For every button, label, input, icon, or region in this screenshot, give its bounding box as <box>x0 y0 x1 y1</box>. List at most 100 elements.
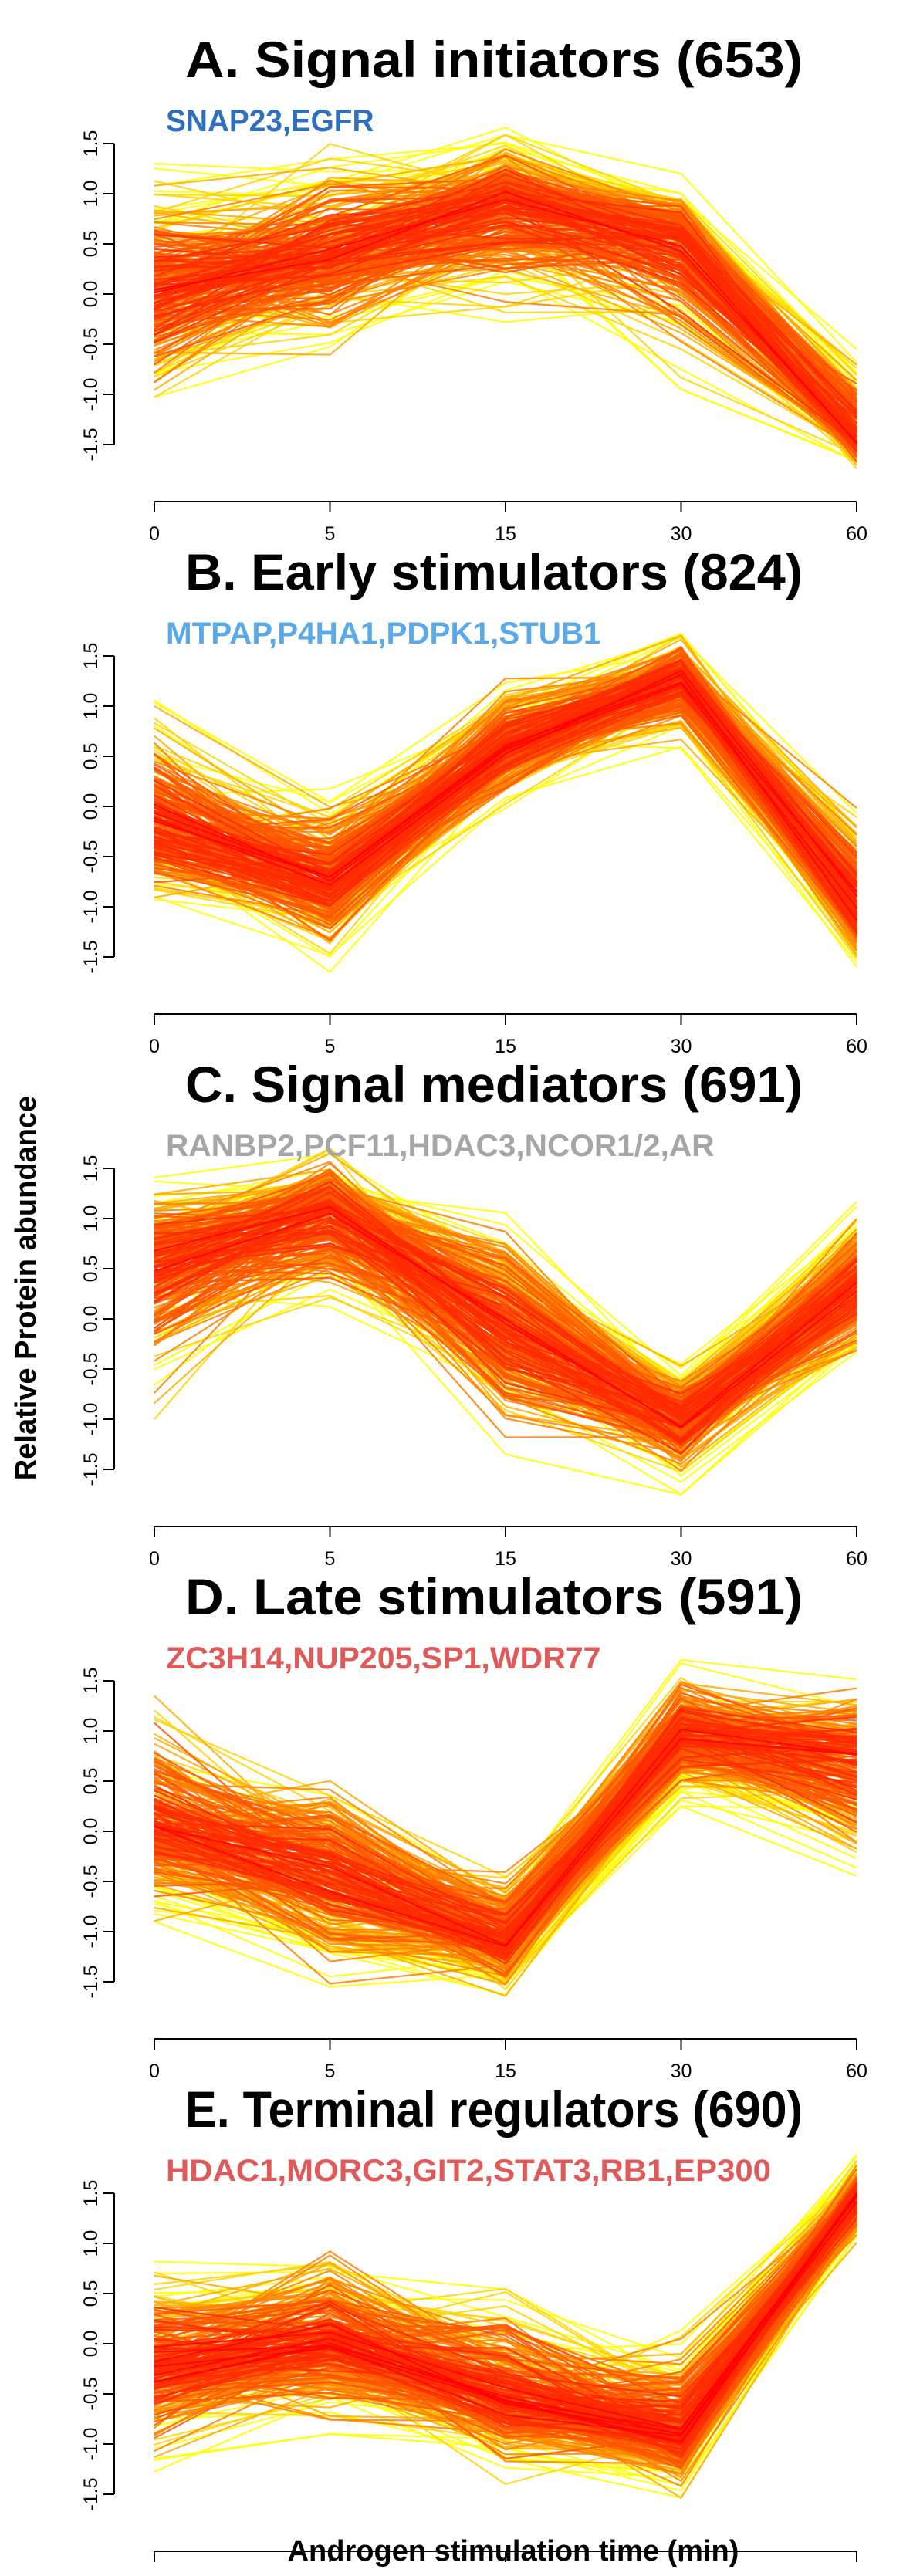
x-tick-label: 5 <box>325 2573 336 2576</box>
x-tick-label: 5 <box>325 2060 336 2082</box>
y-tick-label: 0.0 <box>80 281 102 308</box>
panel-title: D. Late stimulators (591) <box>185 1568 803 1625</box>
panel-gene-list: SNAP23,EGFR <box>166 104 374 138</box>
x-tick-label: 0 <box>149 2573 160 2576</box>
profile-line <box>154 1212 857 1429</box>
profile-line <box>154 674 857 875</box>
profile-line <box>154 674 857 884</box>
panel-title: C. Signal mediators (691) <box>185 1056 803 1113</box>
profile-line <box>154 1728 857 1947</box>
y-tick-label: 0.5 <box>80 2280 102 2307</box>
x-tick-label: 15 <box>495 1548 516 1570</box>
profile-line <box>154 683 857 908</box>
profile-line <box>154 2195 857 2431</box>
profile-lines <box>154 127 857 470</box>
y-tick-label: -1.5 <box>80 1965 102 1998</box>
profile-line <box>154 669 857 897</box>
x-axis: 0 5 15 30 60 <box>149 1013 867 1057</box>
profile-line <box>154 1202 857 1444</box>
profile-line <box>154 725 857 968</box>
panel-gene-list: RANBP2,PCF11,HDAC3,NCOR1/2,AR <box>166 1129 715 1163</box>
profile-line <box>154 196 857 441</box>
x-tick-label: 30 <box>671 2573 692 2576</box>
panel-gene-list: HDAC1,MORC3,GIT2,STAT3,RB1,EP300 <box>166 2154 771 2188</box>
y-tick-label: -1.0 <box>80 2427 102 2460</box>
y-tick-label: -1.5 <box>80 1452 102 1486</box>
profile-line <box>154 1739 857 1932</box>
y-tick-label: 0.0 <box>80 1306 102 1333</box>
chart-panel-b: -1.5 -1.0 -0.5 0.0 0.5 1.0 1.5 0 5 15 30 60 B. Early… <box>80 543 867 1057</box>
profile-line <box>154 1741 857 1938</box>
x-tick-label: 60 <box>846 1036 867 1057</box>
profile-line <box>154 1739 857 1952</box>
x-tick-label: 0 <box>149 1036 160 1057</box>
profile-line <box>154 191 857 444</box>
profile-line <box>154 2192 857 2436</box>
profile-line <box>154 1292 857 1496</box>
profile-line <box>154 1719 857 1940</box>
y-tick-label: -1.0 <box>80 377 102 411</box>
chart-panel-e: -1.5 -1.0 -0.5 0.0 0.5 1.0 1.5 0 5 15 30 60 E. Termi… <box>80 2081 867 2576</box>
profile-line <box>154 1768 857 1969</box>
y-tick-label: 1.5 <box>80 643 102 670</box>
y-tick-label: 0.5 <box>80 1256 102 1283</box>
y-tick-label: 1.0 <box>80 693 102 720</box>
profile-line <box>154 198 857 444</box>
x-tick-label: 60 <box>846 1548 867 1570</box>
y-tick-label: -0.5 <box>80 2377 102 2410</box>
y-tick-label: 1.5 <box>80 1155 102 1182</box>
x-axis: 0 5 15 30 60 <box>149 1526 867 1570</box>
panel-title: B. Early stimulators (824) <box>185 543 803 600</box>
y-axis: -1.5 -1.0 -0.5 0.0 0.5 1.0 1.5 <box>80 643 115 974</box>
y-tick-label: 1.5 <box>80 1668 102 1695</box>
y-tick-label: -1.5 <box>80 428 102 461</box>
y-tick-label: -0.5 <box>80 1864 102 1898</box>
y-tick-label: 1.0 <box>80 1718 102 1745</box>
y-tick-label: 0.0 <box>80 793 102 820</box>
y-axis: -1.5 -1.0 -0.5 0.0 0.5 1.0 1.5 <box>80 130 115 461</box>
profile-line <box>154 1202 857 1415</box>
profile-lines <box>154 1658 857 1997</box>
y-tick-label: 0.5 <box>80 743 102 770</box>
chart-panel-a: -1.5 -1.0 -0.5 0.0 0.5 1.0 1.5 0 5 15 30 60 A. Signa… <box>80 31 867 545</box>
y-tick-label: -1.5 <box>80 2477 102 2510</box>
panel-title: E. Terminal regulators (690) <box>185 2081 803 2138</box>
panel-title: A. Signal initiators (653) <box>185 31 803 88</box>
profile-line <box>154 685 857 916</box>
x-tick-label: 0 <box>149 523 160 545</box>
y-tick-label: -1.0 <box>80 1402 102 1435</box>
y-tick-label: 1.0 <box>80 2230 102 2257</box>
panel-gene-list: MTPAP,P4HA1,PDPK1,STUB1 <box>166 617 601 651</box>
x-tick-label: 5 <box>325 523 336 545</box>
y-tick-label: 0.5 <box>80 1768 102 1795</box>
profile-line <box>154 1205 857 1428</box>
profile-line <box>154 1737 857 1948</box>
y-tick-label: -1.5 <box>80 940 102 973</box>
chart-panel-d: -1.5 -1.0 -0.5 0.0 0.5 1.0 1.5 0 5 15 30 60 D. Late … <box>80 1568 867 2082</box>
y-axis: -1.5 -1.0 -0.5 0.0 0.5 1.0 1.5 <box>80 2180 115 2511</box>
x-tick-label: 0 <box>149 1548 160 1570</box>
profile-line <box>154 2196 857 2425</box>
profile-line <box>154 1203 857 1404</box>
x-tick-label: 30 <box>671 523 692 545</box>
profile-lines <box>154 1147 857 1496</box>
y-axis: -1.5 -1.0 -0.5 0.0 0.5 1.0 1.5 <box>80 1155 115 1486</box>
x-tick-label: 15 <box>495 1036 516 1057</box>
y-tick-label: -0.5 <box>80 327 102 360</box>
panels: -1.5 -1.0 -0.5 0.0 0.5 1.0 1.5 0 5 15 30 60 A. Signa… <box>80 31 867 2576</box>
x-axis: 0 5 15 30 60 <box>149 2551 867 2576</box>
x-tick-label: 5 <box>325 1036 336 1057</box>
y-tick-label: 1.5 <box>80 2180 102 2207</box>
profile-line <box>154 206 857 446</box>
x-tick-label: 30 <box>671 2060 692 2082</box>
profile-line <box>154 1729 857 1955</box>
x-tick-label: 0 <box>149 2060 160 2082</box>
x-tick-label: 60 <box>846 2060 867 2082</box>
y-tick-label: 1.5 <box>80 130 102 157</box>
y-axis: -1.5 -1.0 -0.5 0.0 0.5 1.0 1.5 <box>80 1668 115 1999</box>
x-tick-label: 15 <box>495 523 516 545</box>
profile-line <box>154 2193 857 2445</box>
x-tick-label: 60 <box>846 2573 867 2576</box>
x-axis: 0 5 15 30 60 <box>149 501 867 545</box>
y-tick-label: -0.5 <box>80 1352 102 1385</box>
